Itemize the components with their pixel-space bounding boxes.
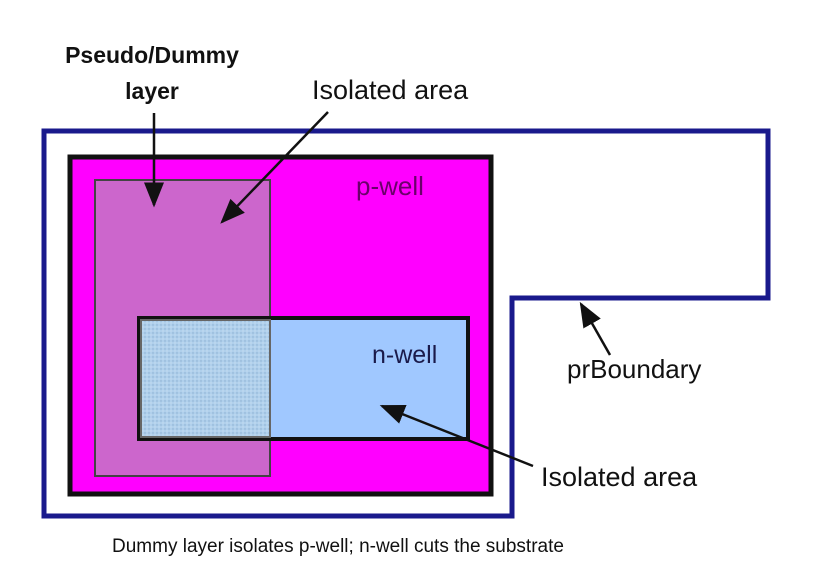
prboundary-outline [41, 128, 771, 519]
arrow-isolated-top [220, 111, 329, 224]
label-isolated-top: Isolated area [312, 75, 469, 105]
arrow-prboundary [579, 301, 612, 356]
dummy-nwell-overlap [140, 319, 271, 438]
label-dummy-line1: Pseudo/Dummy [65, 42, 239, 68]
arrow-isolated-bottom [379, 404, 534, 468]
label-pwell: p-well [356, 171, 424, 201]
figure-caption: Dummy layer isolates p-well; n-well cuts… [112, 536, 564, 557]
label-dummy-line2: layer [125, 78, 179, 104]
label-nwell: n-well [372, 341, 437, 369]
label-prboundary: prBoundary [567, 354, 701, 384]
label-isolated-bottom: Isolated area [541, 462, 698, 492]
